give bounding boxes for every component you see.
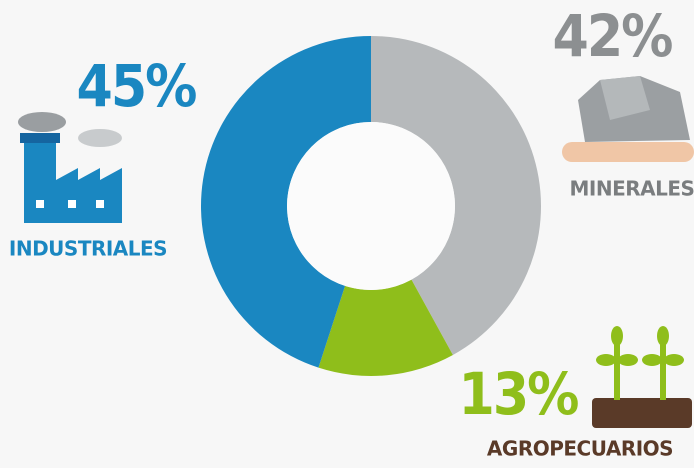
category-label: INDUSTRIALES — [9, 237, 167, 261]
percent-label: 13% — [459, 360, 579, 428]
rock-icon — [562, 76, 694, 162]
plants-icon — [592, 326, 692, 428]
donut-hole — [287, 122, 455, 290]
percent-label: 42% — [553, 2, 673, 70]
donut-segment — [200, 36, 371, 368]
factory-icon — [18, 112, 122, 223]
donut-segment — [371, 36, 541, 355]
category-label: MINERALES — [570, 177, 694, 201]
donut-segment — [318, 279, 453, 376]
category-label: AGROPECUARIOS — [487, 437, 673, 461]
percent-label: 45% — [77, 52, 197, 120]
